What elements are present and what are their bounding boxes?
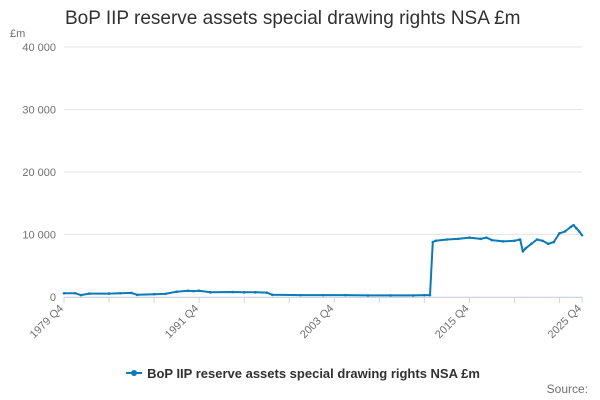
legend-series-label: BoP IIP reserve assets special drawing r… bbox=[147, 366, 480, 381]
legend[interactable]: BoP IIP reserve assets special drawing r… bbox=[126, 366, 480, 381]
data-point[interactable] bbox=[456, 237, 460, 241]
legend-series-marker bbox=[131, 370, 138, 376]
data-point[interactable] bbox=[535, 238, 539, 241]
data-point[interactable] bbox=[344, 293, 347, 297]
y-tick-label: 40 000 bbox=[22, 42, 56, 54]
data-point[interactable] bbox=[130, 291, 133, 295]
data-point[interactable] bbox=[577, 230, 581, 233]
data-point[interactable] bbox=[563, 230, 567, 233]
data-point[interactable] bbox=[242, 291, 246, 294]
data-point[interactable] bbox=[546, 242, 550, 246]
data-point[interactable] bbox=[572, 223, 575, 227]
data-point[interactable] bbox=[558, 231, 561, 235]
x-tick-label: 2015 Q4 bbox=[433, 303, 471, 341]
data-point[interactable] bbox=[192, 289, 195, 293]
data-point[interactable] bbox=[107, 292, 111, 295]
data-point[interactable] bbox=[186, 289, 190, 293]
data-point[interactable] bbox=[152, 292, 156, 296]
data-point[interactable] bbox=[73, 291, 77, 295]
data-point[interactable] bbox=[479, 237, 482, 241]
data-point[interactable] bbox=[423, 293, 426, 297]
data-point[interactable] bbox=[62, 291, 66, 295]
y-axis-unit-label: £m bbox=[10, 28, 26, 40]
data-point[interactable] bbox=[135, 293, 139, 297]
x-tick-label: 1991 Q4 bbox=[163, 303, 201, 341]
data-point[interactable] bbox=[541, 239, 544, 243]
data-point[interactable] bbox=[197, 289, 201, 293]
x-tick-label: 2025 Q4 bbox=[546, 303, 584, 341]
data-point[interactable] bbox=[501, 240, 505, 243]
data-point[interactable] bbox=[271, 293, 274, 297]
chart-title: BoP IIP reserve assets special drawing r… bbox=[65, 8, 521, 29]
x-tick-label: 1979 Q4 bbox=[28, 303, 66, 341]
data-point[interactable] bbox=[209, 291, 212, 294]
data-point[interactable] bbox=[580, 233, 584, 237]
data-point[interactable] bbox=[231, 290, 235, 294]
data-point[interactable] bbox=[484, 236, 488, 239]
data-point[interactable] bbox=[164, 292, 167, 296]
data-point[interactable] bbox=[299, 293, 302, 297]
data-point[interactable] bbox=[530, 242, 533, 246]
data-point[interactable] bbox=[321, 293, 325, 297]
x-tick-label: 2003 Q4 bbox=[298, 303, 336, 341]
data-point[interactable] bbox=[445, 238, 449, 241]
data-point[interactable] bbox=[524, 246, 527, 250]
data-point[interactable] bbox=[88, 292, 91, 295]
data-point[interactable] bbox=[490, 238, 494, 242]
data-point[interactable] bbox=[513, 239, 516, 243]
data-point[interactable] bbox=[575, 226, 578, 230]
y-tick-label: 0 bbox=[50, 292, 56, 304]
y-tick-label: 10 000 bbox=[22, 230, 56, 242]
data-point[interactable] bbox=[175, 290, 178, 293]
data-point[interactable] bbox=[119, 291, 122, 295]
data-point[interactable] bbox=[389, 294, 392, 297]
data-point[interactable] bbox=[431, 240, 435, 244]
y-tick-label: 20 000 bbox=[22, 167, 56, 179]
data-point[interactable] bbox=[366, 294, 370, 297]
data-point[interactable] bbox=[428, 293, 432, 297]
data-point[interactable] bbox=[434, 239, 437, 243]
data-point[interactable] bbox=[468, 236, 471, 239]
data-point[interactable] bbox=[265, 291, 268, 294]
data-point[interactable] bbox=[552, 240, 556, 244]
data-point[interactable] bbox=[521, 250, 525, 253]
y-tick-label: 30 000 bbox=[22, 105, 56, 117]
data-point[interactable] bbox=[254, 291, 257, 294]
series-line[interactable] bbox=[64, 224, 583, 297]
data-point[interactable] bbox=[79, 293, 83, 297]
data-point[interactable] bbox=[411, 294, 415, 297]
data-point[interactable] bbox=[518, 238, 522, 241]
data-point[interactable] bbox=[569, 225, 573, 229]
source-label: Source: bbox=[546, 382, 588, 396]
